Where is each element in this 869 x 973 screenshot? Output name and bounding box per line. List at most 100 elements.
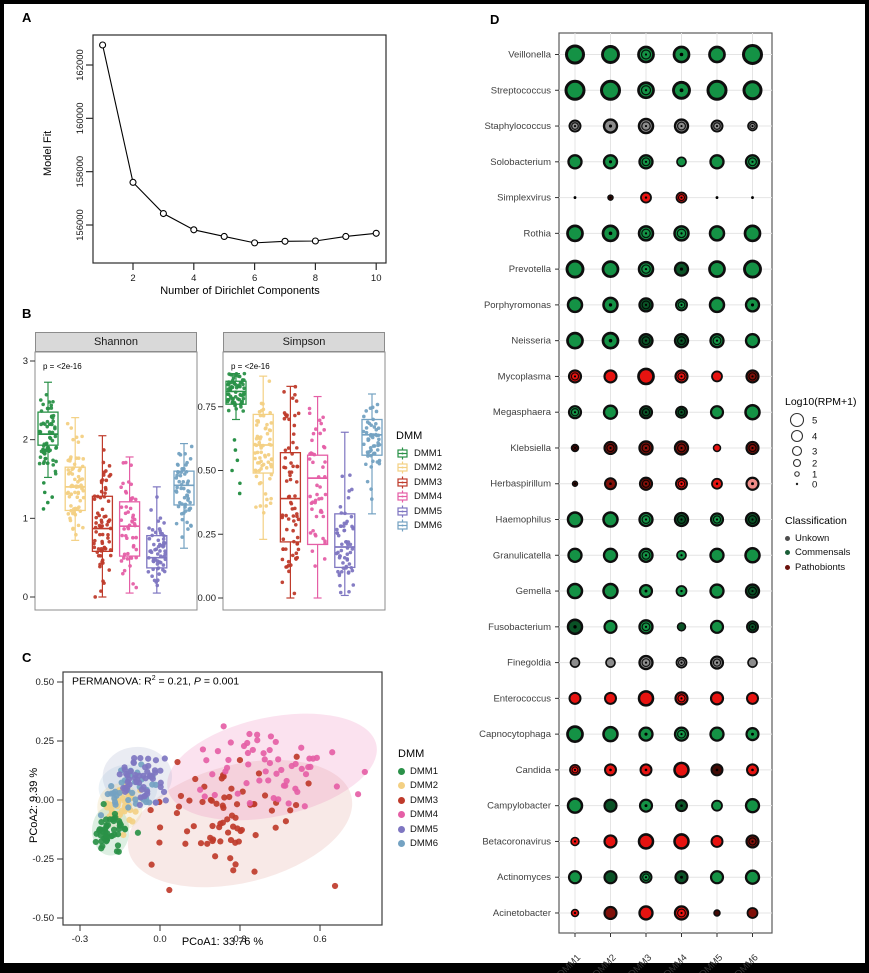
- bubble-row-Fusobacterium: [566, 618, 759, 636]
- x-tick-label: -0.3: [72, 934, 88, 945]
- x-tick-label: 4: [191, 273, 196, 284]
- taxa-label: Mycoplasma: [498, 371, 552, 382]
- pcoa-scatter-chart: -0.3 0.0 0.3 0.6 -0.50 -0.25 0.00 0.25 0.50: [32, 671, 383, 945]
- y-tick-label: 158000: [75, 156, 86, 188]
- legend-dot-icon: [398, 811, 405, 819]
- bubble-row-Porphyromonas: [566, 296, 761, 314]
- column-label: DMM1: [556, 952, 584, 973]
- y-tick-label: 2: [23, 435, 28, 446]
- x-tick-label: 6: [252, 273, 257, 284]
- panel-a-y-axis-title: Model Fit: [42, 130, 54, 176]
- size-key-label: 1: [812, 470, 817, 481]
- taxa-label: Rothia: [524, 228, 552, 239]
- y-tick-label: 160000: [75, 102, 86, 134]
- box-group-DMM3: [279, 384, 302, 599]
- data-point: [281, 237, 289, 245]
- data-point: [220, 232, 228, 241]
- taxa-label: Megasphaera: [493, 407, 552, 418]
- legend-item-DMM4: DMM4: [396, 490, 442, 505]
- data-point: [311, 237, 319, 245]
- bubble-row-Klebsiella: [570, 440, 760, 456]
- legend-item-DMM6: DMM6: [398, 837, 438, 852]
- data-point: [342, 232, 350, 241]
- y-tick-label: 0.50: [198, 466, 217, 477]
- x-tick-label: 8: [313, 273, 318, 284]
- permanova-value: = 0.001: [200, 675, 240, 688]
- permanova-p: P: [193, 675, 201, 688]
- column-label: DMM2: [591, 952, 619, 973]
- legend-item-DMM2: DMM2: [396, 461, 442, 476]
- taxa-label: Simplexvirus: [497, 193, 551, 204]
- taxa-label: Betacoronavirus: [482, 836, 551, 847]
- panel-a-x-axis-title: Number of Dirichlet Components: [160, 285, 320, 297]
- boxplot-key-icon: [397, 461, 408, 474]
- data-point: [99, 41, 107, 49]
- size-key-dot: [795, 482, 799, 486]
- boxplot-key-icon: [397, 490, 408, 503]
- box-group-DMM2: [64, 417, 86, 541]
- boxplot-key-icon: [397, 476, 408, 489]
- facet-panel: [222, 351, 386, 611]
- bubble-row-Mycoplasma: [567, 367, 760, 386]
- size-key-label: 4: [812, 432, 817, 443]
- legend-dot-icon: [398, 796, 405, 804]
- class-legend-item-Commensals: Commensals: [785, 546, 869, 561]
- bubble-row-Granulicatella: [567, 547, 761, 564]
- size-key-circle: [794, 471, 800, 477]
- class-legend-item-Unkown: Unkown: [785, 531, 869, 546]
- data-point: [372, 229, 380, 237]
- column-label: DMM4: [662, 952, 690, 973]
- size-key-circle: [791, 445, 803, 457]
- class-dot-icon: [785, 564, 790, 570]
- legend-item-DMM6: DMM6: [396, 519, 442, 534]
- bubble-row-Streptococcus: [564, 79, 763, 101]
- bubble-row-Prevotella: [565, 259, 762, 279]
- bubble-row-Haemophilus: [566, 511, 761, 528]
- bubble-row-Simplexvirus: [573, 191, 754, 204]
- box-group-DMM5: [334, 431, 356, 597]
- x-tick-label: 0.6: [313, 934, 326, 945]
- bubble-row-Capnocytophaga: [566, 725, 760, 743]
- y-tick-label: -0.25: [32, 854, 54, 865]
- panel-c-label: C: [22, 650, 32, 665]
- bubble-row-Enterococcus: [568, 690, 759, 707]
- x-tick-label: 0.0: [153, 934, 166, 945]
- size-key-circle: [789, 412, 805, 428]
- dmm-scatter-legend: DMM DMM1 DMM2 DMM3 DMM4 DMM5 DMM6: [398, 748, 438, 851]
- class-legend-items: Unkown Commensals Pathobionts: [785, 531, 869, 575]
- box-group-DMM6: [361, 393, 383, 515]
- taxa-label: Neisseria: [511, 336, 551, 347]
- box-group-DMM3: [91, 435, 114, 599]
- legend-item-DMM1: DMM1: [396, 446, 442, 461]
- bubble-row-Megasphaera: [567, 403, 761, 421]
- taxa-label: Finegoldia: [507, 658, 552, 669]
- y-tick-label: 0: [23, 592, 28, 603]
- model-fit-line: [102, 44, 377, 244]
- panel-b-label: B: [22, 306, 32, 321]
- taxa-label: Granulicatella: [493, 550, 552, 561]
- y-tick-label: 0.50: [36, 677, 55, 688]
- size-legend-title: Log10(RPM+1): [785, 396, 857, 408]
- y-tick-label: -0.50: [32, 913, 54, 924]
- legend-dot-icon: [398, 825, 405, 833]
- taxa-label: Acinetobacter: [493, 908, 551, 919]
- permanova-text: PERMANOVA: R: [72, 675, 152, 688]
- permanova-annotation: PERMANOVA: R2 = 0.21, P = 0.001: [72, 675, 239, 688]
- taxa-label: Herbaspirillum: [490, 479, 551, 490]
- boxplot-key-icon: [397, 447, 408, 460]
- bubble-row-Candida: [569, 761, 759, 779]
- class-legend-title: Classification: [785, 515, 847, 527]
- data-point: [251, 239, 259, 247]
- bubble-row-Herbaspirillum: [571, 476, 760, 491]
- plot-box: [558, 32, 773, 934]
- y-tick-label: 156000: [75, 209, 86, 241]
- taxa-label: Staphylococcus: [484, 121, 551, 132]
- shannon-pvalue: p = <2e-16: [43, 362, 82, 371]
- y-tick-label: 0.00: [198, 593, 217, 604]
- taxa-label: Candida: [516, 765, 552, 776]
- panel-c-x-axis-title: PCoA1: 33.76 %: [181, 936, 264, 948]
- facet-strip-shannon: Shannon: [35, 332, 197, 352]
- bubble-row-Neisseria: [566, 331, 761, 350]
